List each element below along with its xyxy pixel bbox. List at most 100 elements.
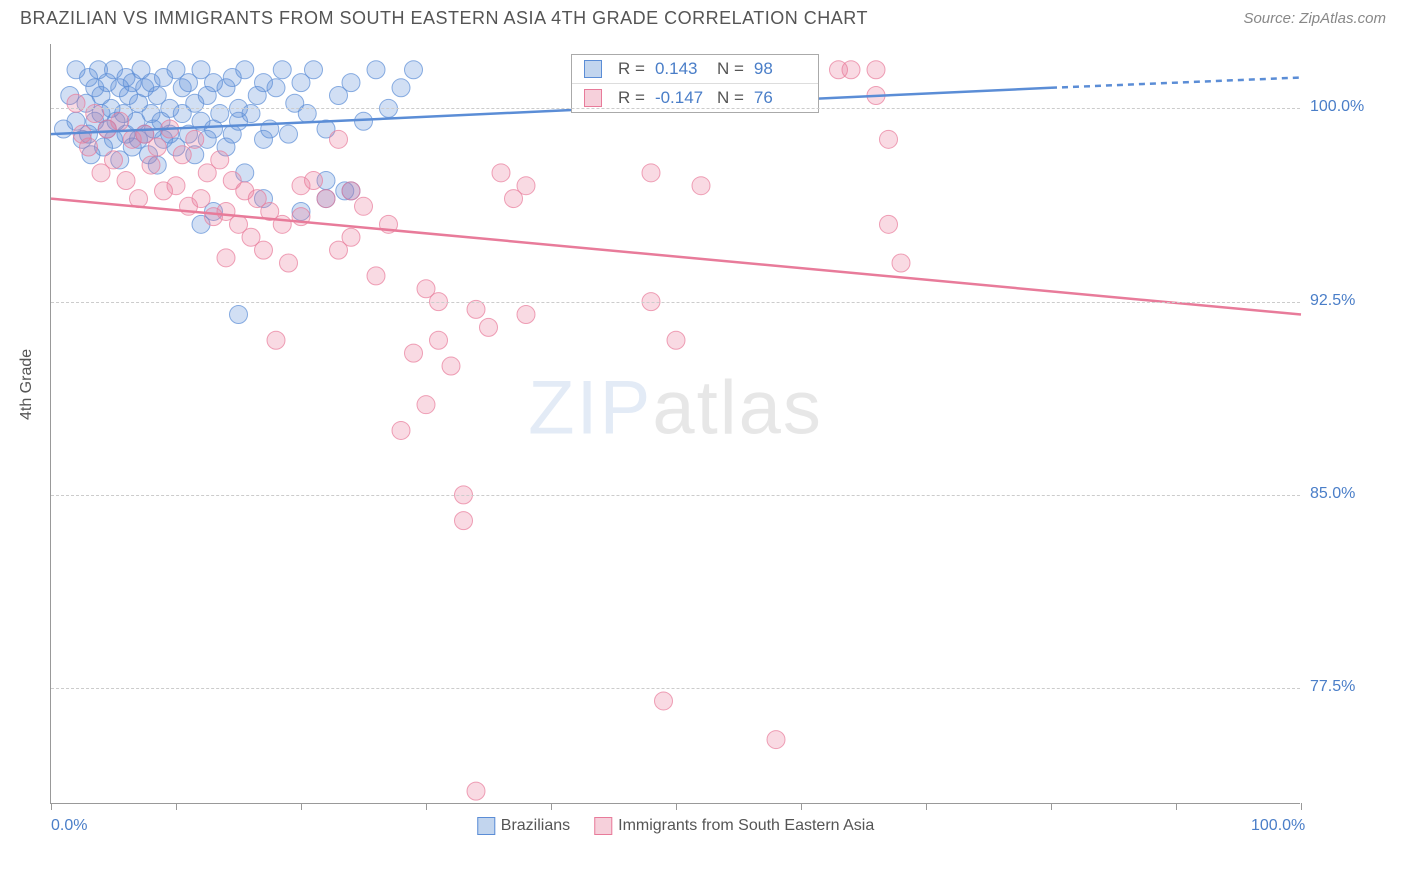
legend-item: Brazilians	[477, 817, 570, 835]
x-tick	[176, 803, 177, 810]
stats-r-label: R =	[618, 59, 645, 79]
stats-r-label: R =	[618, 88, 645, 108]
scatter-point	[105, 151, 123, 169]
scatter-point	[111, 112, 129, 130]
scatter-point	[273, 215, 291, 233]
chart-title: BRAZILIAN VS IMMIGRANTS FROM SOUTH EASTE…	[20, 8, 868, 29]
legend-label: Brazilians	[501, 817, 570, 835]
gridline	[51, 495, 1300, 496]
scatter-plot-svg	[51, 44, 1300, 803]
scatter-point	[880, 215, 898, 233]
y-tick-label: 92.5%	[1310, 292, 1380, 310]
scatter-point	[867, 61, 885, 79]
scatter-point	[392, 79, 410, 97]
scatter-point	[292, 177, 310, 195]
trend-line-extrapolated	[1051, 77, 1301, 87]
scatter-point	[267, 79, 285, 97]
scatter-point	[767, 731, 785, 749]
x-tick	[801, 803, 802, 810]
scatter-point	[173, 146, 191, 164]
scatter-point	[167, 177, 185, 195]
series-legend: Brazilians Immigrants from South Eastern …	[477, 817, 874, 835]
scatter-point	[280, 125, 298, 143]
scatter-point	[492, 164, 510, 182]
scatter-point	[517, 306, 535, 324]
scatter-point	[236, 61, 254, 79]
scatter-point	[430, 331, 448, 349]
scatter-point	[692, 177, 710, 195]
x-tick	[1176, 803, 1177, 810]
scatter-point	[142, 156, 160, 174]
x-tick	[426, 803, 427, 810]
stats-n-label: N =	[717, 59, 744, 79]
stats-n-value: 98	[754, 59, 806, 79]
scatter-point	[211, 151, 229, 169]
y-tick-label: 77.5%	[1310, 678, 1380, 696]
scatter-point	[842, 61, 860, 79]
scatter-point	[273, 61, 291, 79]
stats-n-value: 76	[754, 88, 806, 108]
scatter-point	[80, 138, 98, 156]
scatter-point	[217, 249, 235, 267]
scatter-point	[298, 105, 316, 123]
legend-swatch	[594, 817, 612, 835]
scatter-point	[230, 306, 248, 324]
chart-header: BRAZILIAN VS IMMIGRANTS FROM SOUTH EASTE…	[0, 0, 1406, 33]
scatter-point	[267, 331, 285, 349]
trend-line	[51, 199, 1301, 315]
scatter-point	[455, 512, 473, 530]
correlation-stats-box: R =0.143N =98R =-0.147N =76	[571, 54, 819, 113]
scatter-point	[880, 130, 898, 148]
scatter-point	[342, 182, 360, 200]
scatter-point	[367, 267, 385, 285]
scatter-point	[892, 254, 910, 272]
stats-row: R = 0.143 N = 98	[572, 55, 818, 83]
x-tick-label: 0.0%	[51, 817, 87, 835]
scatter-point	[186, 130, 204, 148]
y-tick-label: 85.0%	[1310, 485, 1380, 503]
scatter-point	[367, 61, 385, 79]
gridline	[51, 688, 1300, 689]
scatter-point	[442, 357, 460, 375]
legend-label: Immigrants from South Eastern Asia	[618, 817, 874, 835]
scatter-point	[405, 344, 423, 362]
legend-swatch	[477, 817, 495, 835]
scatter-point	[211, 105, 229, 123]
scatter-point	[67, 94, 85, 112]
scatter-point	[355, 112, 373, 130]
scatter-point	[317, 190, 335, 208]
y-tick-label: 100.0%	[1310, 98, 1380, 116]
legend-item: Immigrants from South Eastern Asia	[594, 817, 874, 835]
stats-n-label: N =	[717, 88, 744, 108]
chart-plot-area: ZIPatlas R =0.143N =98R =-0.147N =76 Bra…	[50, 44, 1300, 804]
scatter-point	[280, 254, 298, 272]
scatter-point	[117, 172, 135, 190]
scatter-point	[148, 138, 166, 156]
x-tick	[926, 803, 927, 810]
scatter-point	[255, 241, 273, 259]
scatter-point	[342, 74, 360, 92]
scatter-point	[517, 177, 535, 195]
gridline	[51, 302, 1300, 303]
y-axis-label: 4th Grade	[18, 349, 36, 420]
scatter-point	[342, 228, 360, 246]
scatter-point	[242, 105, 260, 123]
scatter-point	[642, 164, 660, 182]
scatter-point	[305, 61, 323, 79]
gridline	[51, 108, 1300, 109]
scatter-point	[417, 396, 435, 414]
scatter-point	[355, 197, 373, 215]
stats-swatch	[584, 89, 602, 107]
x-tick-label: 100.0%	[1251, 817, 1305, 835]
stats-swatch	[584, 60, 602, 78]
scatter-point	[480, 318, 498, 336]
scatter-point	[405, 61, 423, 79]
source-attribution: Source: ZipAtlas.com	[1243, 10, 1386, 27]
scatter-point	[667, 331, 685, 349]
stats-r-value: 0.143	[655, 59, 707, 79]
scatter-point	[655, 692, 673, 710]
x-tick	[551, 803, 552, 810]
scatter-point	[192, 190, 210, 208]
scatter-point	[86, 105, 104, 123]
x-tick	[51, 803, 52, 810]
